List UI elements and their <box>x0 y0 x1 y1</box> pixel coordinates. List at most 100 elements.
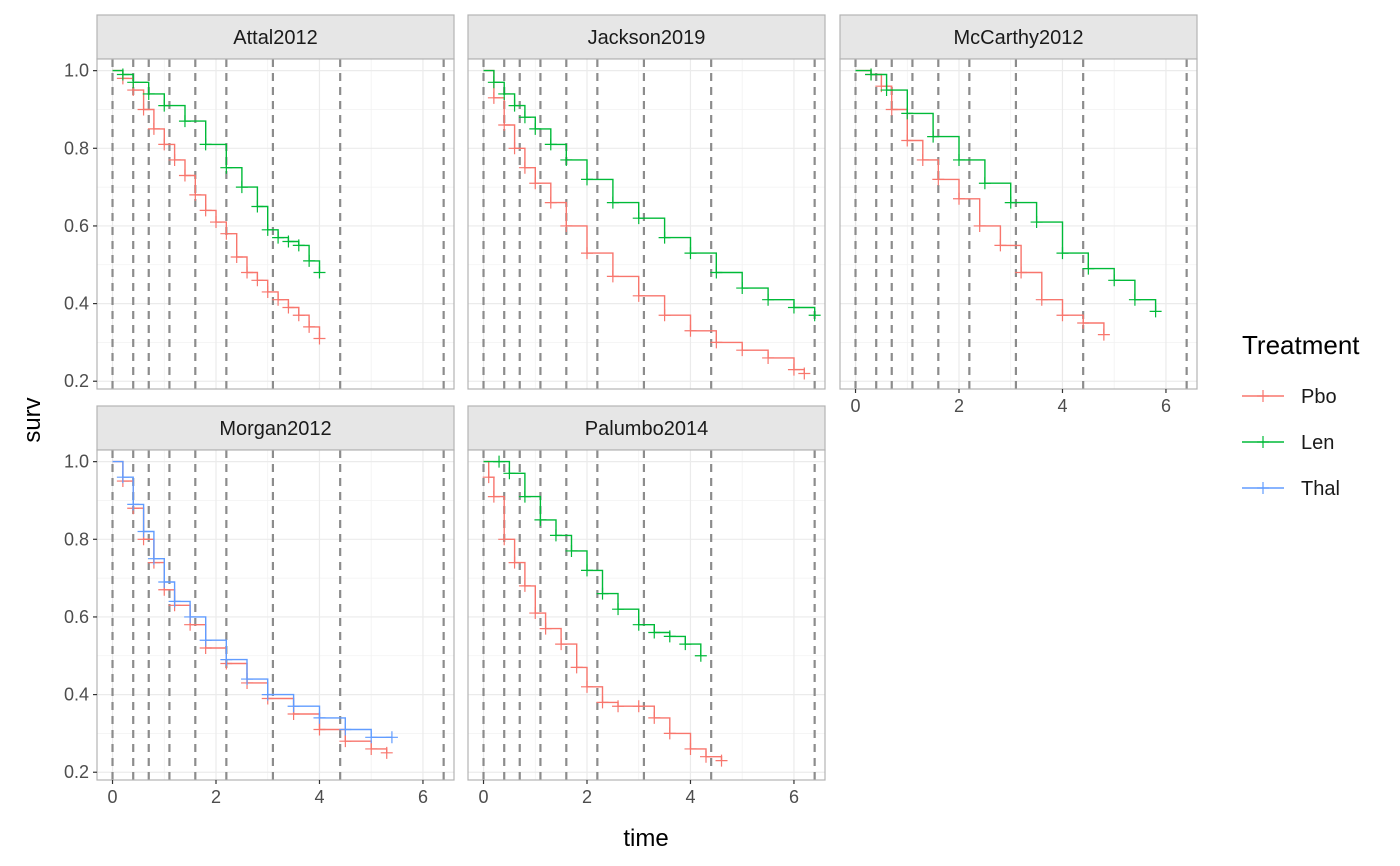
panel-border <box>96 58 455 390</box>
panel-border <box>96 449 455 781</box>
panel-background <box>840 59 1197 389</box>
x-tick-label: 0 <box>108 787 118 807</box>
censor-mark <box>880 84 893 97</box>
facet-strip <box>96 14 455 60</box>
censor-mark <box>365 742 378 755</box>
censor-mark <box>787 301 800 314</box>
y-tick-label: 0.6 <box>64 607 89 627</box>
censor-mark <box>762 293 775 306</box>
censor-mark <box>694 649 707 662</box>
panel-border <box>467 58 826 390</box>
legend-key-mark <box>1257 436 1269 448</box>
censor-mark <box>313 266 326 279</box>
censor-mark <box>313 723 326 736</box>
censor-mark <box>199 634 212 647</box>
censor-mark <box>1082 262 1095 275</box>
censor-mark <box>147 552 160 565</box>
censor-mark <box>901 134 914 147</box>
y-tick-label: 0.4 <box>64 294 89 314</box>
y-tick-label: 1.0 <box>64 452 89 472</box>
censor-mark <box>385 731 398 744</box>
censor-mark <box>168 595 181 608</box>
censor-mark <box>508 556 521 569</box>
facet-strip <box>96 405 455 451</box>
censor-mark <box>498 119 511 131</box>
x-tick-label: 4 <box>685 787 695 807</box>
legend: Treatment Pbo Len Thal <box>1242 330 1360 500</box>
censor-mark <box>199 204 212 217</box>
censor-mark <box>973 219 986 232</box>
censor-mark <box>142 87 155 100</box>
censor-mark <box>1128 293 1141 306</box>
censor-mark <box>560 219 573 232</box>
legend-title: Treatment <box>1242 330 1360 360</box>
censor-mark <box>1030 216 1043 229</box>
censor-mark <box>184 610 197 623</box>
censor-mark <box>487 490 500 503</box>
facet-strip-label: McCarthy2012 <box>953 27 1083 49</box>
censor-mark <box>518 490 531 503</box>
censor-mark <box>901 107 914 120</box>
censor-mark <box>684 247 697 260</box>
censor-mark <box>178 115 191 128</box>
facet-strip <box>839 14 1198 60</box>
censor-mark <box>596 696 609 709</box>
censor-mark <box>953 153 965 166</box>
censor-mark <box>272 231 285 244</box>
censor-mark <box>303 320 316 333</box>
x-tick-label: 0 <box>851 396 861 416</box>
censor-mark <box>658 309 671 322</box>
y-tick-label: 0.2 <box>64 371 89 391</box>
censor-mark <box>736 344 749 357</box>
facet-panel-morgan2012: Morgan2012 0.2 0.4 0.6 0.8 1.0 0 2 4 6 <box>64 405 455 807</box>
censor-mark <box>220 227 233 240</box>
y-axis-title-group: surv <box>19 397 46 442</box>
legend-label: Len <box>1301 432 1334 454</box>
censor-mark <box>303 254 316 267</box>
x-tick-label: 2 <box>211 787 221 807</box>
censor-mark <box>116 471 129 484</box>
facet-panel-mccarthy2012: McCarthy2012 0 2 4 6 <box>839 14 1198 416</box>
panel-background <box>468 59 825 389</box>
survival-curve-pbo <box>483 69 805 374</box>
legend-key-mark <box>1257 482 1269 494</box>
censor-mark <box>272 293 285 306</box>
x-axis-title: time <box>623 825 668 852</box>
censor-mark <box>581 680 593 693</box>
censor-mark <box>178 169 191 182</box>
censor-mark <box>581 173 593 186</box>
censor-mark <box>648 626 661 639</box>
censor-mark <box>710 336 723 349</box>
censor-mark <box>684 324 697 337</box>
censor-mark <box>487 91 500 104</box>
censor-mark <box>648 711 661 724</box>
censor-mark <box>932 173 945 186</box>
censor-mark <box>606 270 619 283</box>
x-tick-label: 4 <box>314 787 324 807</box>
censor-mark <box>632 289 645 302</box>
censor-mark <box>292 239 305 252</box>
y-tick-label: 0.6 <box>64 216 89 236</box>
censor-mark <box>1149 305 1162 318</box>
censor-mark <box>365 731 378 744</box>
censor-mark <box>612 700 625 713</box>
censor-mark <box>565 544 578 557</box>
legend-item-thal: Thal <box>1242 478 1340 500</box>
censor-mark <box>189 188 202 201</box>
x-tick-label: 6 <box>418 787 428 807</box>
censor-mark <box>137 103 150 116</box>
censor-mark <box>158 138 171 151</box>
censor-mark <box>220 161 233 174</box>
censor-mark <box>632 212 645 225</box>
censor-mark <box>994 239 1007 252</box>
censor-mark <box>710 266 723 279</box>
censor-mark <box>339 735 352 748</box>
censor-mark <box>916 153 929 166</box>
censor-mark <box>261 223 274 236</box>
censor-mark <box>539 622 552 635</box>
censor-mark <box>885 103 898 116</box>
x-tick-label: 2 <box>954 396 964 416</box>
censor-mark <box>168 153 181 166</box>
censor-mark <box>798 367 811 380</box>
